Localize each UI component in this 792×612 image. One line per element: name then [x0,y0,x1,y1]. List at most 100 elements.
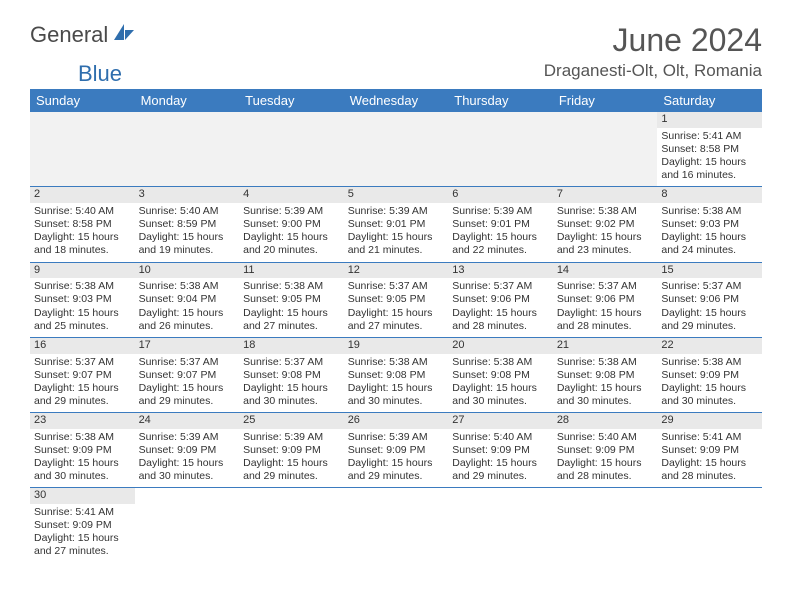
day-number: 29 [657,413,762,429]
calendar-cell [344,488,449,563]
calendar-cell: 27Sunrise: 5:40 AMSunset: 9:09 PMDayligh… [448,413,553,488]
day-detail: Sunrise: 5:37 AM [661,280,758,293]
day-detail: Sunset: 9:06 PM [557,293,654,306]
day-detail: Sunset: 9:01 PM [348,218,445,231]
calendar-cell [448,488,553,563]
day-number: 4 [239,187,344,203]
day-number: 17 [135,338,240,354]
day-detail: Sunset: 9:03 PM [34,293,131,306]
day-detail: Daylight: 15 hours and 29 minutes. [661,307,758,333]
day-detail: Sunrise: 5:39 AM [452,205,549,218]
calendar-cell: 10Sunrise: 5:38 AMSunset: 9:04 PMDayligh… [135,262,240,337]
day-detail: Sunset: 9:02 PM [557,218,654,231]
calendar-cell [239,112,344,187]
day-detail: Sunset: 8:58 PM [34,218,131,231]
day-number: 21 [553,338,658,354]
day-number: 11 [239,263,344,279]
calendar-cell: 20Sunrise: 5:38 AMSunset: 9:08 PMDayligh… [448,337,553,412]
day-detail: Sunset: 9:03 PM [661,218,758,231]
calendar-cell: 2Sunrise: 5:40 AMSunset: 8:58 PMDaylight… [30,187,135,262]
day-detail: Sunset: 9:09 PM [34,519,131,532]
day-detail: Sunrise: 5:38 AM [34,431,131,444]
calendar-table: SundayMondayTuesdayWednesdayThursdayFrid… [30,89,762,563]
day-detail: Daylight: 15 hours and 30 minutes. [557,382,654,408]
day-detail: Sunset: 9:09 PM [139,444,236,457]
day-detail: Sunrise: 5:38 AM [348,356,445,369]
calendar-cell: 8Sunrise: 5:38 AMSunset: 9:03 PMDaylight… [657,187,762,262]
day-detail: Daylight: 15 hours and 28 minutes. [661,457,758,483]
day-number: 26 [344,413,449,429]
day-number: 24 [135,413,240,429]
day-detail: Sunset: 8:59 PM [139,218,236,231]
calendar-cell: 1Sunrise: 5:41 AMSunset: 8:58 PMDaylight… [657,112,762,187]
calendar-cell: 24Sunrise: 5:39 AMSunset: 9:09 PMDayligh… [135,413,240,488]
day-detail: Sunset: 9:05 PM [243,293,340,306]
day-detail: Sunrise: 5:37 AM [243,356,340,369]
calendar-header-row: SundayMondayTuesdayWednesdayThursdayFrid… [30,89,762,112]
calendar-cell: 25Sunrise: 5:39 AMSunset: 9:09 PMDayligh… [239,413,344,488]
day-detail: Daylight: 15 hours and 30 minutes. [34,457,131,483]
day-detail: Sunset: 9:00 PM [243,218,340,231]
day-number: 5 [344,187,449,203]
day-detail: Daylight: 15 hours and 18 minutes. [34,231,131,257]
day-number: 3 [135,187,240,203]
day-detail: Sunrise: 5:41 AM [661,130,758,143]
day-detail: Sunset: 9:08 PM [557,369,654,382]
calendar-cell: 26Sunrise: 5:39 AMSunset: 9:09 PMDayligh… [344,413,449,488]
day-detail: Sunrise: 5:37 AM [34,356,131,369]
calendar-cell [239,488,344,563]
day-detail: Sunrise: 5:37 AM [139,356,236,369]
calendar-cell: 5 Sunrise: 5:39 AMSunset: 9:01 PMDaylight… [344,187,449,262]
day-detail: Sunrise: 5:39 AM [348,205,445,218]
day-number: 7 [553,187,658,203]
day-detail: Sunset: 9:04 PM [139,293,236,306]
calendar-cell: 6 Sunrise: 5:39 AMSunset: 9:01 PMDaylight… [448,187,553,262]
day-detail: Daylight: 15 hours and 30 minutes. [348,382,445,408]
day-header: Thursday [448,89,553,112]
day-detail: Sunset: 9:06 PM [661,293,758,306]
day-detail: Daylight: 15 hours and 21 minutes. [348,231,445,257]
day-detail: Sunset: 9:08 PM [243,369,340,382]
day-detail: Daylight: 15 hours and 29 minutes. [348,457,445,483]
calendar-cell: 11Sunrise: 5:38 AMSunset: 9:05 PMDayligh… [239,262,344,337]
day-detail: Daylight: 15 hours and 27 minutes. [348,307,445,333]
day-detail: Sunset: 9:09 PM [661,444,758,457]
calendar-cell [30,112,135,187]
day-detail: Sunset: 9:09 PM [243,444,340,457]
day-number: 20 [448,338,553,354]
day-detail: Sunrise: 5:41 AM [661,431,758,444]
day-detail: Sunrise: 5:38 AM [243,280,340,293]
day-detail: Daylight: 15 hours and 30 minutes. [661,382,758,408]
day-number: 9 [30,263,135,279]
day-detail: Daylight: 15 hours and 22 minutes. [452,231,549,257]
calendar-cell: 13Sunrise: 5:37 AMSunset: 9:06 PMDayligh… [448,262,553,337]
day-number: 6 [448,187,553,203]
location-text: Draganesti-Olt, Olt, Romania [544,61,762,81]
day-detail: Daylight: 15 hours and 29 minutes. [452,457,549,483]
day-detail: Daylight: 15 hours and 29 minutes. [243,457,340,483]
day-detail: Daylight: 15 hours and 20 minutes. [243,231,340,257]
calendar-cell [553,488,658,563]
day-detail: Daylight: 15 hours and 30 minutes. [452,382,549,408]
calendar-cell [553,112,658,187]
day-detail: Daylight: 15 hours and 25 minutes. [34,307,131,333]
calendar-cell: 28Sunrise: 5:40 AMSunset: 9:09 PMDayligh… [553,413,658,488]
day-detail: Sunrise: 5:38 AM [139,280,236,293]
day-detail: Daylight: 15 hours and 27 minutes. [243,307,340,333]
day-detail: Sunrise: 5:40 AM [139,205,236,218]
day-detail: Sunrise: 5:39 AM [139,431,236,444]
brand-blue: Blue [78,61,122,86]
day-header: Tuesday [239,89,344,112]
day-detail: Sunset: 9:07 PM [139,369,236,382]
calendar-cell [448,112,553,187]
day-number: 19 [344,338,449,354]
calendar-cell: 22Sunrise: 5:38 AMSunset: 9:09 PMDayligh… [657,337,762,412]
calendar-cell: 7Sunrise: 5:38 AMSunset: 9:02 PMDaylight… [553,187,658,262]
day-detail: Sunset: 9:01 PM [452,218,549,231]
calendar-body: 1Sunrise: 5:41 AMSunset: 8:58 PMDaylight… [30,112,762,563]
day-detail: Sunset: 9:09 PM [557,444,654,457]
day-detail: Daylight: 15 hours and 26 minutes. [139,307,236,333]
day-detail: Sunset: 9:06 PM [452,293,549,306]
calendar-cell: 23Sunrise: 5:38 AMSunset: 9:09 PMDayligh… [30,413,135,488]
day-number: 28 [553,413,658,429]
